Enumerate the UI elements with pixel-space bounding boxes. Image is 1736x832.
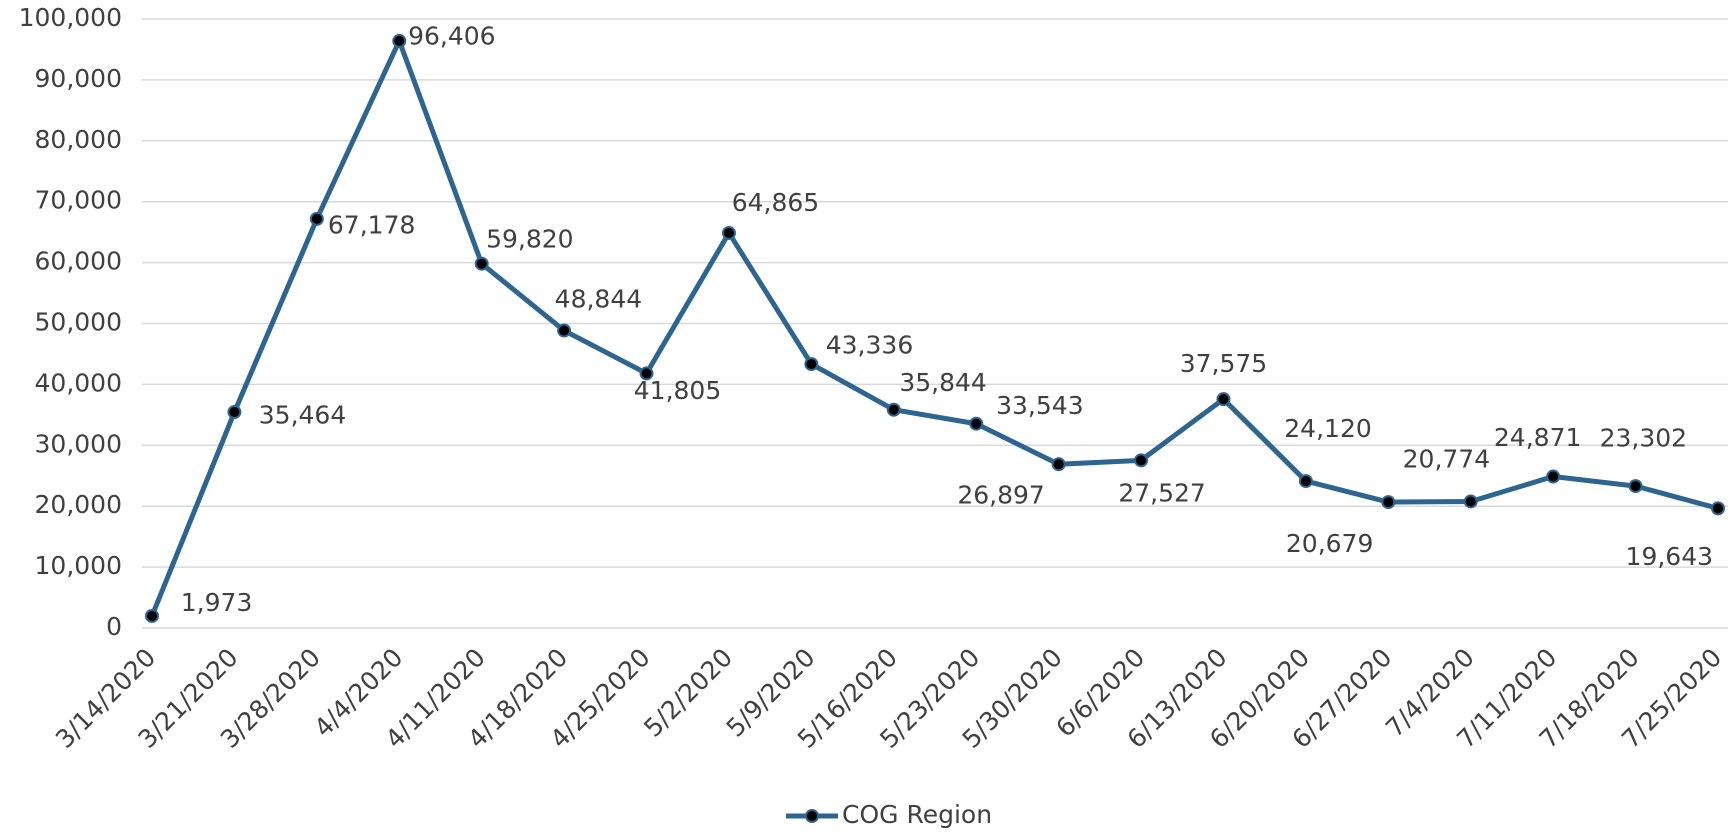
point (1298, 474, 1313, 489)
point (1711, 501, 1725, 516)
data-label: 59,820 (486, 224, 573, 253)
point (474, 256, 489, 271)
data-label: 19,643 (1626, 542, 1713, 571)
point (721, 225, 736, 240)
data-label: 35,464 (259, 400, 346, 429)
data-label: 20,774 (1403, 445, 1490, 474)
y-tick-label: 70,000 (35, 186, 122, 215)
point (227, 405, 242, 420)
series-line (149, 38, 1719, 617)
point (639, 366, 654, 381)
point (804, 357, 819, 372)
data-label: 33,543 (996, 391, 1083, 420)
y-tick-label: 60,000 (35, 247, 122, 276)
point (557, 323, 572, 338)
point (1628, 479, 1643, 494)
point (1381, 495, 1396, 510)
y-tick-label: 10,000 (35, 551, 122, 580)
point (969, 416, 984, 431)
data-label: 41,805 (634, 376, 721, 405)
point (1134, 453, 1149, 468)
data-label: 96,406 (408, 22, 495, 51)
y-tick-label: 40,000 (35, 368, 122, 397)
data-label: 1,973 (181, 588, 253, 617)
legend-label: COG Region (842, 800, 992, 829)
y-tick-label: 50,000 (35, 308, 122, 337)
data-label: 27,527 (1118, 479, 1205, 508)
data-label: 26,897 (957, 480, 1044, 509)
y-tick-label: 30,000 (35, 429, 122, 458)
point (392, 33, 407, 48)
y-tick-label: 80,000 (35, 125, 122, 154)
x-tick-label: 5/2/2020 (638, 643, 738, 743)
point (886, 402, 901, 417)
data-label: 35,844 (899, 368, 986, 397)
y-tick-label: 100,000 (19, 3, 122, 32)
legend-marker (805, 809, 819, 823)
point (1546, 469, 1561, 484)
data-label: 20,679 (1286, 529, 1373, 558)
y-tick-label: 0 (106, 612, 122, 641)
point (1051, 457, 1066, 472)
data-label: 64,865 (732, 188, 819, 217)
data-label: 43,336 (826, 330, 913, 359)
data-label: 48,844 (555, 285, 642, 314)
point (309, 211, 324, 226)
data-label: 37,575 (1180, 349, 1267, 378)
data-label: 24,120 (1284, 414, 1371, 443)
point (145, 608, 159, 623)
data-label: 24,871 (1494, 423, 1581, 452)
point (1463, 494, 1478, 509)
point (1216, 392, 1231, 407)
data-label: 67,178 (328, 211, 415, 240)
y-tick-label: 90,000 (35, 64, 122, 93)
data-label: 23,302 (1600, 424, 1687, 453)
y-tick-label: 20,000 (35, 490, 122, 519)
